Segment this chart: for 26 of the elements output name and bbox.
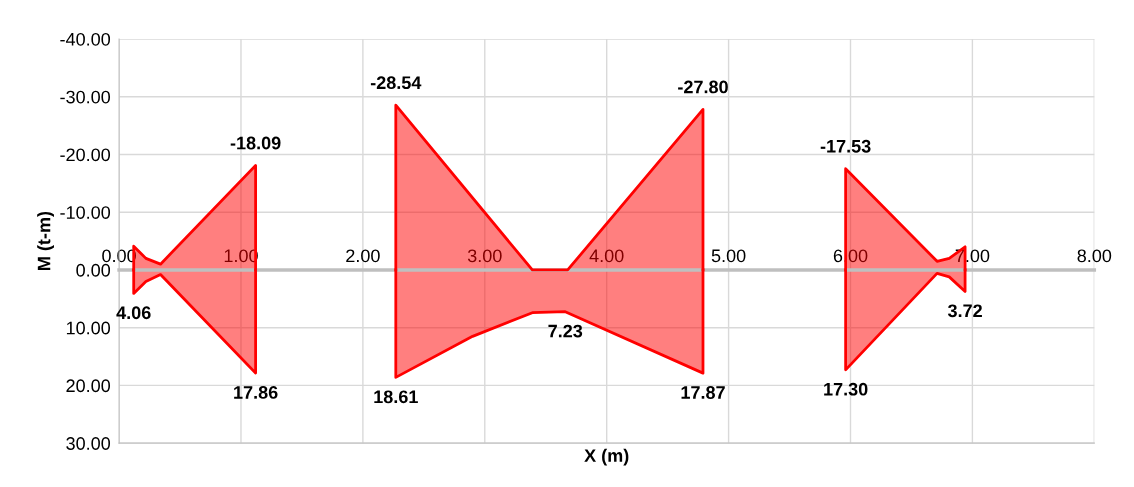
y-tick-label: 10.00 (66, 321, 111, 335)
x-tick-label: 5.00 (711, 249, 746, 263)
y-tick-label: 0.00 (76, 263, 111, 277)
y-axis-title: M (t-m) (37, 211, 54, 270)
data-label: 18.61 (374, 390, 418, 404)
data-label: 17.30 (824, 382, 868, 396)
data-label: 17.86 (234, 386, 278, 399)
data-label: 17.87 (681, 386, 725, 399)
y-tick-label: 20.00 (66, 379, 111, 393)
x-axis-title: X (m) (584, 448, 629, 466)
x-tick-label: 8.00 (1077, 249, 1112, 263)
y-tick-label: -40.00 (60, 32, 111, 46)
y-tick-label: 30.00 (66, 437, 111, 450)
y-tick-label: -30.00 (60, 90, 111, 104)
data-label: -18.09 (230, 136, 281, 150)
data-label: -17.53 (820, 139, 871, 153)
data-label: 7.23 (548, 324, 583, 338)
y-tick-label: -10.00 (60, 206, 111, 219)
y-tick-label: -20.00 (60, 148, 111, 162)
x-tick-label: 4.00 (589, 249, 624, 263)
data-label: -27.80 (678, 80, 728, 94)
x-tick-label: 2.00 (346, 249, 380, 263)
x-tick-label: 3.00 (467, 249, 502, 263)
data-label: -28.54 (370, 76, 422, 90)
data-label: 3.72 (947, 304, 982, 318)
data-label: 4.06 (116, 306, 151, 320)
